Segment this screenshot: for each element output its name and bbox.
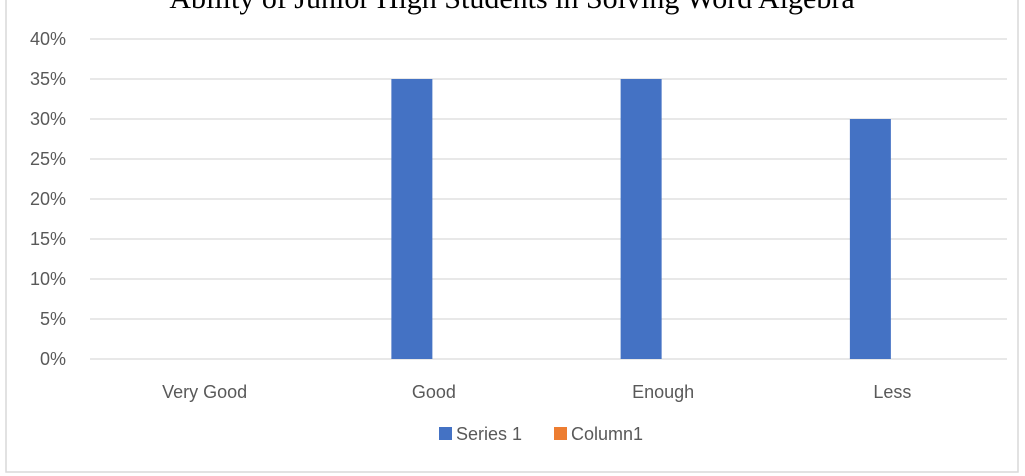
bar-series-1-good <box>391 79 433 359</box>
chart-title: Ability of Junior High Students in Solvi… <box>169 0 854 15</box>
y-tick-label: 10% <box>30 269 66 289</box>
x-category-label: Enough <box>632 382 694 402</box>
y-tick-label: 40% <box>30 29 66 49</box>
y-tick-label: 30% <box>30 109 66 129</box>
x-category-label: Less <box>873 382 911 402</box>
y-tick-label: 20% <box>30 189 66 209</box>
y-tick-label: 0% <box>40 349 66 369</box>
x-category-label: Very Good <box>162 382 247 402</box>
y-axis-ticks: 0% 5% 10% 15% 20% 25% 30% 35% 40% <box>30 29 66 369</box>
legend-label: Series 1 <box>456 424 522 444</box>
legend-label: Column1 <box>571 424 643 444</box>
x-axis-categories: Very Good Good Enough Less <box>162 382 911 402</box>
y-tick-label: 35% <box>30 69 66 89</box>
bars <box>391 79 891 359</box>
bar-series-1-enough <box>620 79 662 359</box>
y-tick-label: 25% <box>30 149 66 169</box>
y-tick-label: 5% <box>40 309 66 329</box>
legend-swatch <box>554 427 567 440</box>
x-category-label: Good <box>412 382 456 402</box>
legend-swatch <box>439 427 452 440</box>
legend: Series 1 Column1 <box>439 424 643 444</box>
y-tick-label: 15% <box>30 229 66 249</box>
bar-series-1-less <box>849 119 891 359</box>
